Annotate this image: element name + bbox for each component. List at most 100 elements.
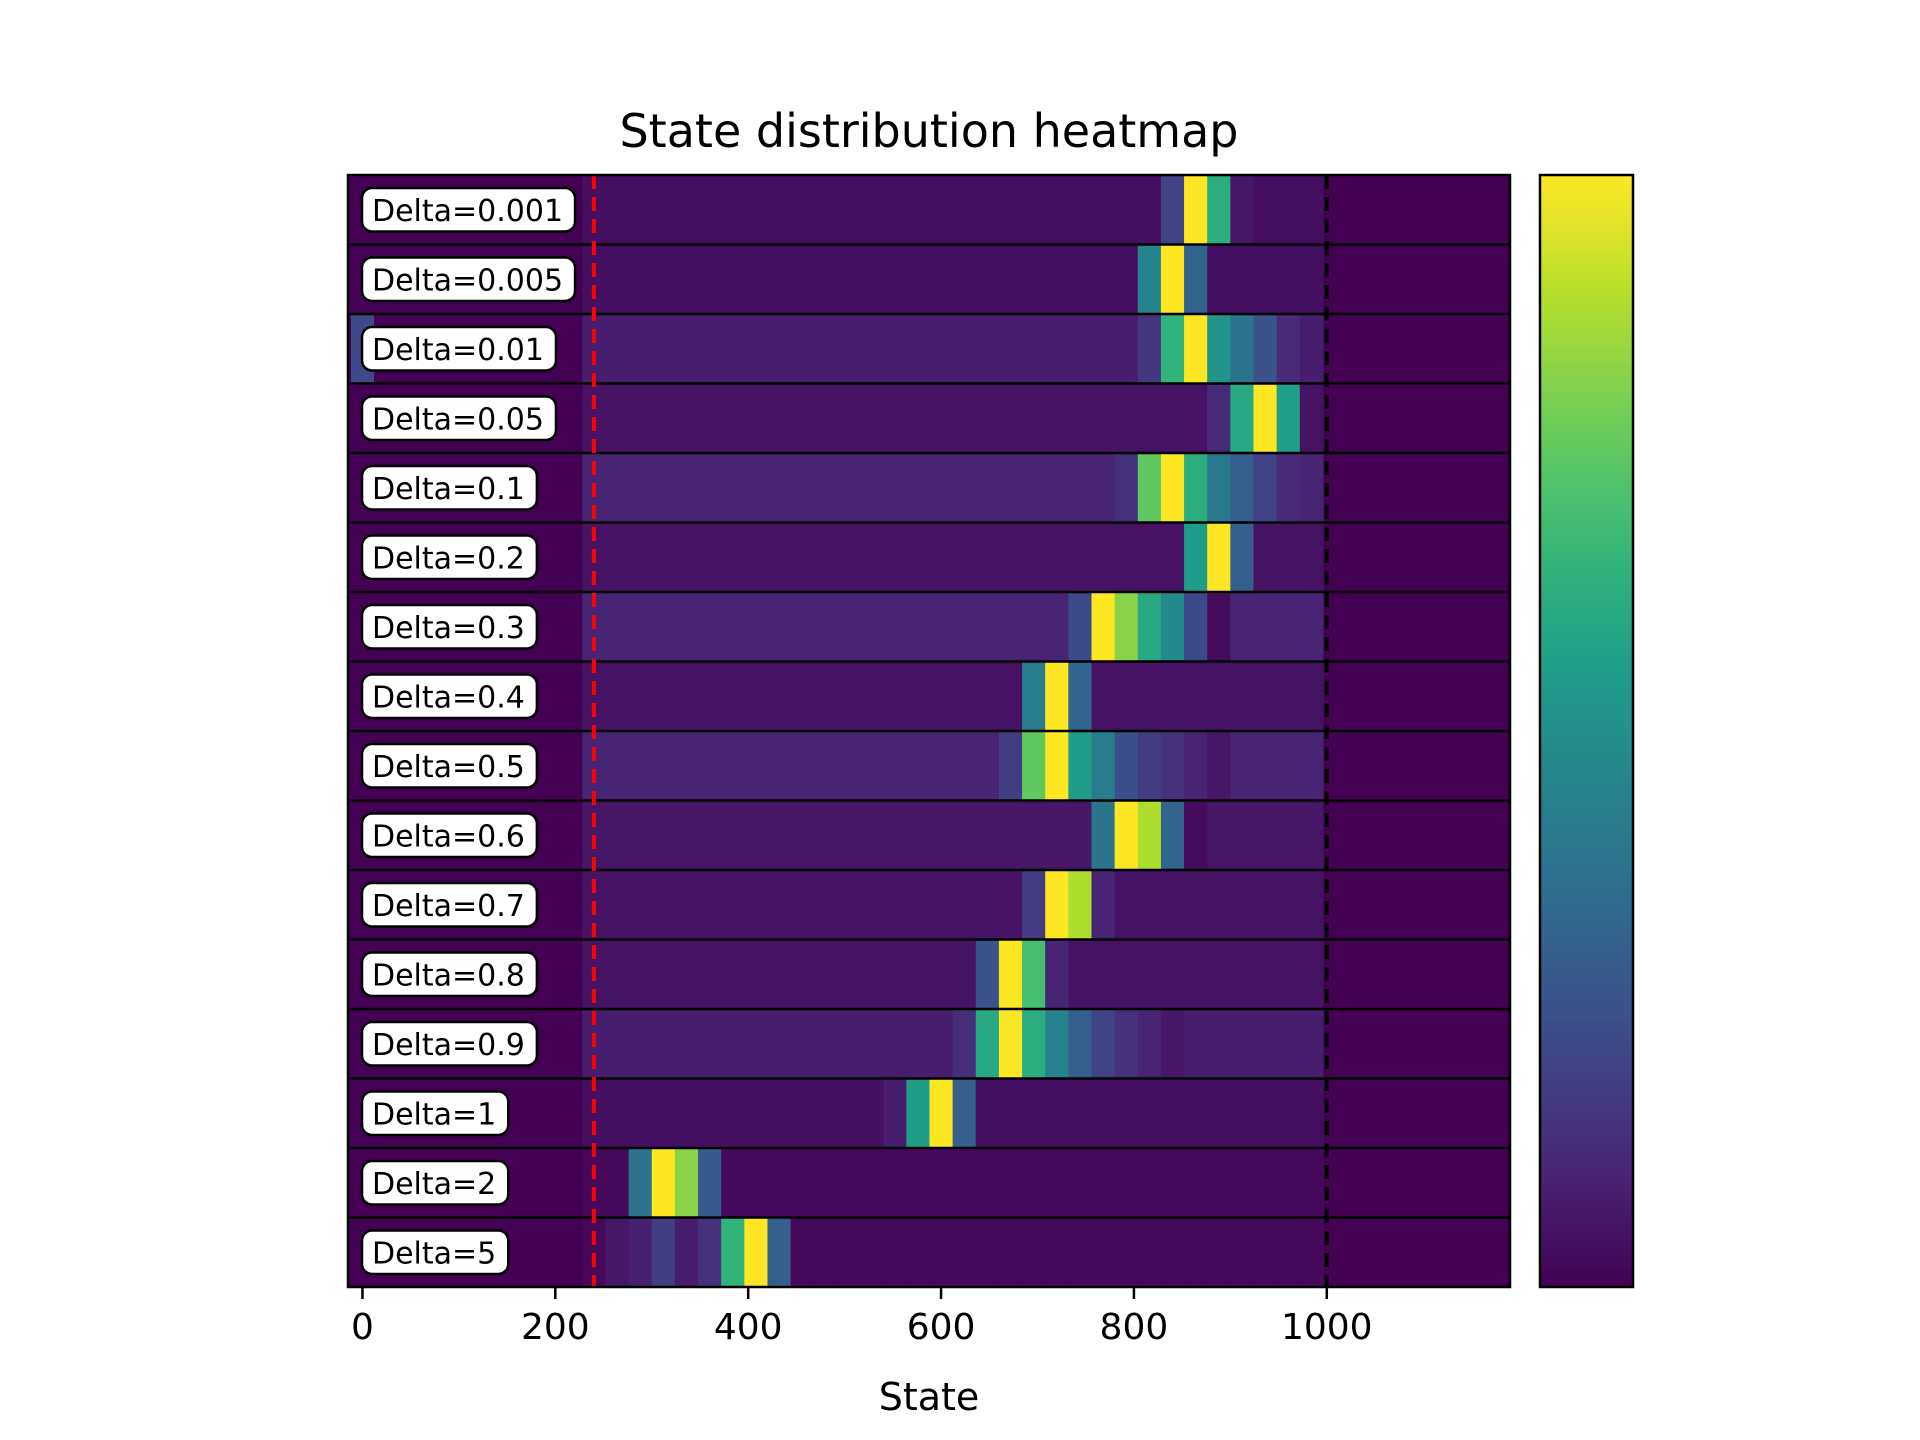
heatmap-cell [628,870,653,940]
heatmap-cell [1276,1148,1301,1218]
heatmap-cell [952,939,977,1009]
heatmap-cell [744,1078,769,1148]
heatmap-cell [674,661,699,731]
row-label: Delta=0.001 [360,186,577,233]
heatmap-cell [744,939,769,1009]
heatmap-cell [952,314,977,384]
heatmap-cell [744,731,769,801]
heatmap-cell [998,244,1023,314]
heatmap-cell [674,244,699,314]
heatmap-cell [860,244,884,314]
heatmap-cell [813,522,838,592]
row-label: Delta=0.6 [360,812,539,859]
heatmap-cell [1160,661,1185,731]
heatmap-cell [1114,731,1139,801]
heatmap-cell [929,314,954,384]
heatmap-cell [883,1009,907,1079]
heatmap-cell [952,1009,977,1079]
heatmap-cell [1253,314,1278,384]
heatmap-cell [836,731,861,801]
heatmap-cell [767,1078,792,1148]
heatmap-cell [605,1009,630,1079]
heatmap-cell [952,800,977,870]
heatmap-cell [790,1078,815,1148]
heatmap-cell [906,1009,931,1079]
heatmap-cell [906,244,931,314]
row-label: Delta=0.4 [360,673,539,720]
heatmap-cell [860,383,884,453]
heatmap-cell [744,661,769,731]
heatmap-cell [1137,592,1162,662]
heatmap-cell [790,1148,815,1218]
heatmap-cell [998,453,1023,523]
heatmap-cell [1114,453,1139,523]
heatmap-cell [1184,522,1208,592]
heatmap-cell [1160,1217,1185,1287]
heatmap-cell [1207,383,1231,453]
heatmap-cell [1045,1217,1069,1287]
row-label: Delta=0.8 [360,951,539,998]
heatmap-cell [1207,939,1231,1009]
heatmap-cell [744,175,769,245]
heatmap-cell [906,731,931,801]
heatmap-cell [744,314,769,384]
heatmap-cell [790,1009,815,1079]
heatmap-cell [1045,800,1069,870]
heatmap-cell [860,939,884,1009]
heatmap-cell [1160,314,1185,384]
heatmap-cell [1160,175,1185,245]
heatmap-cell [1091,800,1116,870]
heatmap-cell [605,731,630,801]
heatmap-cell [698,175,722,245]
row-label-box [360,1090,510,1137]
heatmap-cell [605,939,630,1009]
heatmap-cell [767,175,792,245]
heatmap-cell [721,661,745,731]
row-label-text: Delta=0.001 [372,194,563,229]
heatmap-cell [628,383,653,453]
row-label: Delta=1 [360,1090,510,1137]
heatmap-cell [929,870,954,940]
heatmap-cell [906,870,931,940]
heatmap-cell [1253,939,1278,1009]
heatmap-cell [813,175,838,245]
heatmap-cell [767,244,792,314]
heatmap-cell [790,731,815,801]
heatmap-cell [744,1148,769,1218]
heatmap-cell [929,1009,954,1079]
heatmap-cell [1022,383,1046,453]
heatmap-cell [1253,1009,1278,1079]
heatmap-cell [860,1078,884,1148]
heatmap-cell [906,314,931,384]
heatmap-cell [883,870,907,940]
row-label-text: Delta=1 [372,1097,496,1132]
row-separators [348,243,1510,1219]
heatmap-cell [952,244,977,314]
heatmap-cell [1045,870,1069,940]
heatmap-cell [651,731,676,801]
heatmap-cell [1022,314,1046,384]
row-label-text: Delta=0.01 [372,333,544,368]
heatmap-cell [1253,800,1278,870]
heatmap-cell [860,1148,884,1218]
heatmap-cell [767,1148,792,1218]
heatmap-cell [1207,661,1231,731]
heatmap-cell [628,592,653,662]
heatmap-cell [605,1078,630,1148]
heatmap-cell [929,453,954,523]
heatmap-cell [813,244,838,314]
x-tick-label: 600 [907,1307,976,1348]
heatmap-cell [1137,731,1162,801]
heatmap-cell [744,800,769,870]
heatmap-cell [952,383,977,453]
heatmap-cell [998,1148,1023,1218]
heatmap-cell [860,175,884,245]
row-label-box [360,603,539,650]
heatmap-cell [651,592,676,662]
heatmap-cell [1137,1148,1162,1218]
row-label-text: Delta=0.6 [372,819,525,854]
heatmap-cell [1184,939,1208,1009]
row-label-text: Delta=0.1 [372,472,525,507]
heatmap-cell [1230,870,1255,940]
heatmap-cell [721,175,745,245]
